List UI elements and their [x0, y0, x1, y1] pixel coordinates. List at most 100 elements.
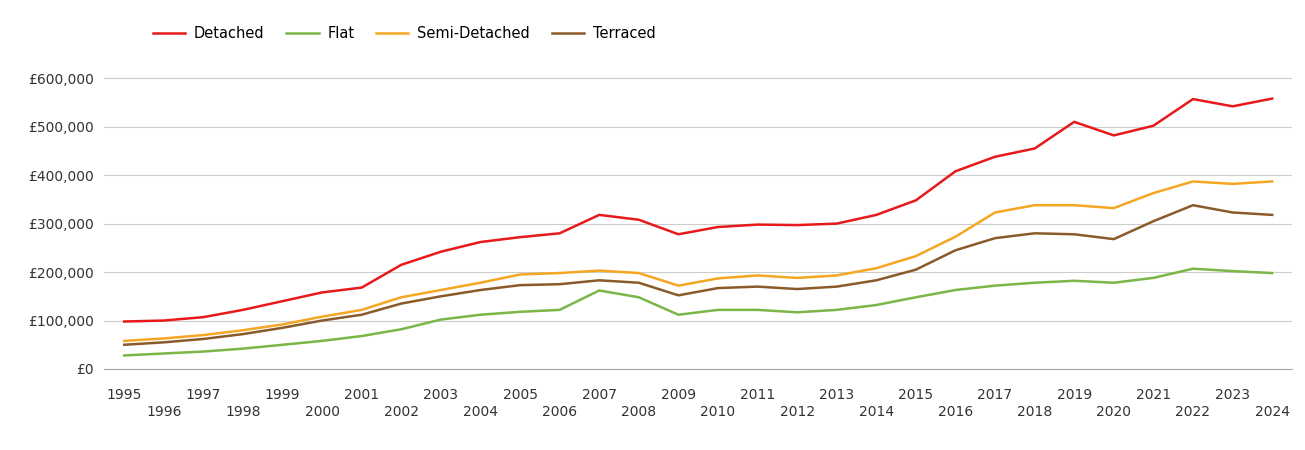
Detached	[749, 222, 765, 227]
Flat	[512, 309, 527, 315]
Detached	[315, 290, 330, 295]
Text: 1998: 1998	[226, 405, 261, 419]
Flat	[354, 333, 369, 339]
Text: 2023: 2023	[1215, 388, 1250, 402]
Semi-Detached	[512, 272, 527, 277]
Semi-Detached	[749, 273, 765, 278]
Text: 2002: 2002	[384, 405, 419, 419]
Detached	[1224, 104, 1240, 109]
Detached	[1105, 133, 1121, 138]
Line: Detached: Detached	[124, 99, 1272, 321]
Flat	[393, 327, 408, 332]
Semi-Detached	[1027, 202, 1043, 208]
Flat	[790, 310, 805, 315]
Semi-Detached	[354, 307, 369, 313]
Flat	[671, 312, 686, 317]
Text: 2012: 2012	[779, 405, 814, 419]
Semi-Detached	[671, 283, 686, 288]
Text: 2010: 2010	[701, 405, 736, 419]
Semi-Detached	[1146, 190, 1161, 196]
Text: 2014: 2014	[859, 405, 894, 419]
Semi-Detached	[591, 268, 607, 273]
Flat	[1027, 280, 1043, 285]
Detached	[829, 221, 844, 226]
Flat	[632, 295, 647, 300]
Semi-Detached	[116, 338, 132, 344]
Legend: Detached, Flat, Semi-Detached, Terraced: Detached, Flat, Semi-Detached, Terraced	[147, 20, 662, 47]
Text: 2017: 2017	[977, 388, 1013, 402]
Terraced	[1185, 202, 1201, 208]
Detached	[1027, 146, 1043, 151]
Semi-Detached	[1185, 179, 1201, 184]
Semi-Detached	[315, 314, 330, 319]
Detached	[868, 212, 883, 218]
Text: 2007: 2007	[582, 388, 617, 402]
Terraced	[393, 301, 408, 306]
Terraced	[988, 235, 1004, 241]
Detached	[1146, 123, 1161, 128]
Text: 2011: 2011	[740, 388, 775, 402]
Text: 2024: 2024	[1254, 405, 1289, 419]
Detached	[710, 224, 726, 230]
Text: 2004: 2004	[463, 405, 499, 419]
Flat	[235, 346, 251, 351]
Terraced	[552, 282, 568, 287]
Flat	[829, 307, 844, 313]
Text: 2009: 2009	[660, 388, 696, 402]
Terraced	[829, 284, 844, 289]
Semi-Detached	[947, 234, 963, 239]
Flat	[433, 317, 449, 322]
Detached	[354, 285, 369, 290]
Text: 1995: 1995	[107, 388, 142, 402]
Terraced	[1146, 219, 1161, 224]
Detached	[116, 319, 132, 324]
Semi-Detached	[1105, 205, 1121, 211]
Flat	[552, 307, 568, 313]
Text: 1999: 1999	[265, 388, 300, 402]
Semi-Detached	[790, 275, 805, 281]
Flat	[1265, 270, 1280, 276]
Detached	[988, 154, 1004, 159]
Flat	[868, 302, 883, 308]
Line: Terraced: Terraced	[124, 205, 1272, 345]
Semi-Detached	[1224, 181, 1240, 187]
Semi-Detached	[988, 210, 1004, 215]
Semi-Detached	[908, 253, 924, 259]
Terraced	[433, 293, 449, 299]
Semi-Detached	[275, 322, 291, 327]
Line: Semi-Detached: Semi-Detached	[124, 181, 1272, 341]
Terraced	[710, 285, 726, 291]
Terraced	[116, 342, 132, 347]
Semi-Detached	[235, 328, 251, 333]
Terraced	[512, 283, 527, 288]
Text: 2018: 2018	[1017, 405, 1052, 419]
Flat	[116, 353, 132, 358]
Text: 2015: 2015	[898, 388, 933, 402]
Flat	[947, 287, 963, 292]
Terraced	[275, 325, 291, 330]
Detached	[1265, 96, 1280, 101]
Text: 1996: 1996	[146, 405, 181, 419]
Detached	[472, 239, 488, 245]
Semi-Detached	[196, 333, 211, 338]
Detached	[908, 198, 924, 203]
Flat	[1066, 278, 1082, 284]
Semi-Detached	[472, 280, 488, 285]
Detached	[632, 217, 647, 222]
Detached	[552, 230, 568, 236]
Text: 2021: 2021	[1135, 388, 1171, 402]
Text: 1997: 1997	[185, 388, 221, 402]
Flat	[1146, 275, 1161, 281]
Text: 2013: 2013	[820, 388, 855, 402]
Text: 2000: 2000	[304, 405, 339, 419]
Terraced	[472, 287, 488, 292]
Terraced	[1027, 230, 1043, 236]
Terraced	[1265, 212, 1280, 218]
Terraced	[632, 280, 647, 285]
Terraced	[1224, 210, 1240, 215]
Flat	[710, 307, 726, 313]
Text: 2022: 2022	[1176, 405, 1211, 419]
Semi-Detached	[829, 273, 844, 278]
Detached	[155, 318, 171, 323]
Flat	[1105, 280, 1121, 285]
